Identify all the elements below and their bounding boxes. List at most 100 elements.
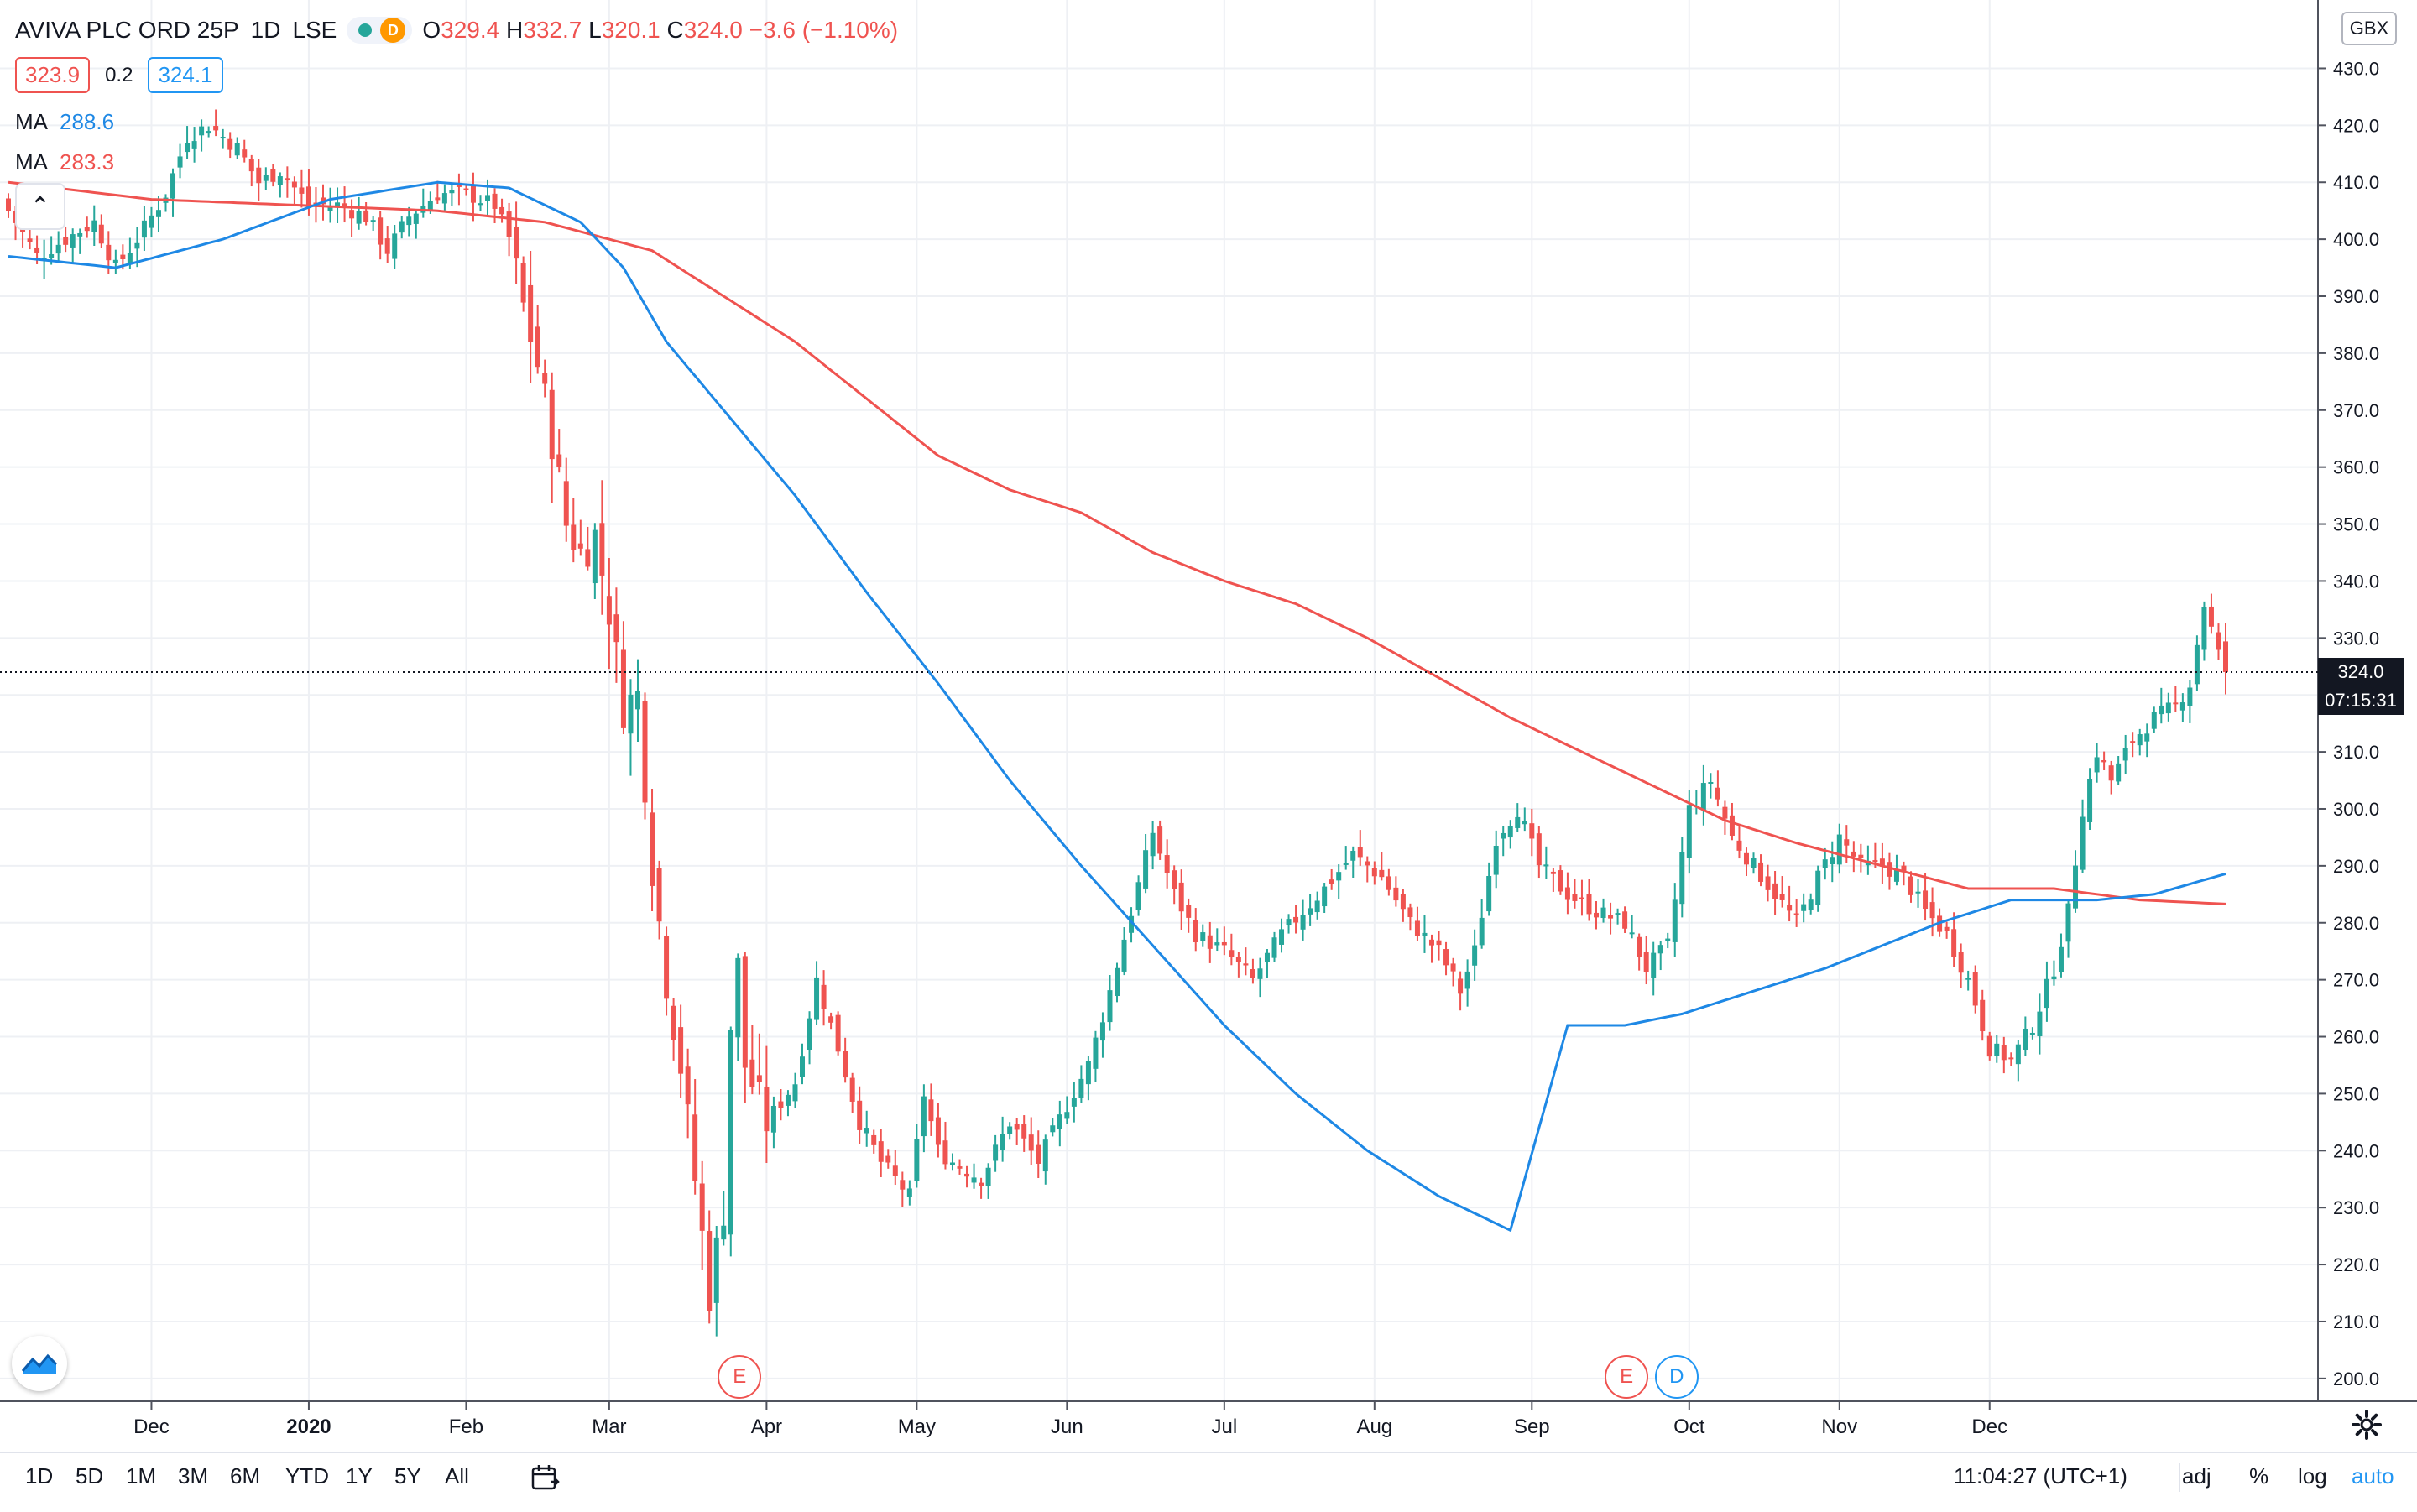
candle-body[interactable] (234, 143, 240, 156)
candle-body[interactable] (1743, 852, 1749, 865)
candle-body[interactable] (2144, 733, 2150, 742)
candle-body[interactable] (1229, 950, 1235, 957)
interval-label[interactable]: 1D (250, 17, 281, 43)
adjust-toggle[interactable]: adj (2182, 1463, 2211, 1489)
candle-body[interactable] (1428, 939, 1434, 946)
candle-body[interactable] (520, 263, 526, 303)
candle-body[interactable] (821, 984, 827, 1009)
candle-body[interactable] (1994, 1043, 2000, 1056)
candle-body[interactable] (2116, 763, 2122, 782)
candle-body[interactable] (1657, 945, 1663, 954)
tradingview-logo-icon[interactable] (12, 1336, 67, 1391)
candle-body[interactable] (305, 186, 311, 206)
candle-body[interactable] (427, 201, 433, 211)
candle-body[interactable] (1793, 913, 1799, 915)
candle-body[interactable] (1958, 952, 1964, 973)
candle-body[interactable] (1594, 912, 1600, 918)
candle-body[interactable] (1257, 968, 1263, 979)
candle-body[interactable] (1042, 1139, 1048, 1172)
candle-body[interactable] (2073, 865, 2079, 909)
candle-body[interactable] (227, 138, 233, 150)
candle-body[interactable] (778, 1101, 784, 1108)
candle-body[interactable] (742, 956, 748, 1068)
candle-body[interactable] (1343, 863, 1349, 865)
candle-body[interactable] (1536, 833, 1542, 866)
candle-body[interactable] (1879, 858, 1885, 867)
candle-body[interactable] (1729, 815, 1735, 836)
candle-body[interactable] (435, 197, 441, 201)
candle-body[interactable] (1564, 887, 1570, 900)
ma-legend-fast[interactable]: MA 288.6 (15, 109, 114, 135)
candle-body[interactable] (914, 1139, 920, 1181)
candle-body[interactable] (699, 1183, 705, 1231)
symbol-name[interactable]: AVIVA PLC ORD 25P (15, 17, 239, 43)
candle-body[interactable] (2080, 816, 2086, 870)
candle-body[interactable] (1758, 862, 1764, 882)
candle-body[interactable] (2194, 644, 2200, 685)
candle-body[interactable] (871, 1134, 877, 1145)
candle-body[interactable] (1479, 917, 1485, 946)
candle-body[interactable] (1021, 1124, 1027, 1139)
candle-body[interactable] (549, 389, 555, 460)
candle-body[interactable] (1193, 920, 1198, 943)
ma-legend-slow[interactable]: MA 283.3 (15, 149, 114, 175)
candle-body[interactable] (971, 1177, 977, 1183)
candle-body[interactable] (63, 237, 69, 245)
candle-body[interactable] (2223, 641, 2228, 673)
candle-body[interactable] (384, 238, 390, 254)
candle-body[interactable] (2001, 1045, 2007, 1061)
candle-body[interactable] (2179, 702, 2185, 711)
clock-display[interactable]: 11:04:27 (UTC+1) (1954, 1463, 2127, 1489)
candle-body[interactable] (1186, 905, 1192, 918)
candle-body[interactable] (499, 206, 505, 215)
candle-body[interactable] (506, 211, 512, 237)
candle-body[interactable] (291, 181, 297, 188)
candle-body[interactable] (921, 1096, 927, 1137)
candle-body[interactable] (2173, 702, 2179, 705)
timeframe-button-5d[interactable]: 5D (76, 1463, 104, 1489)
candle-body[interactable] (906, 1188, 912, 1197)
candle-body[interactable] (406, 216, 412, 226)
timeframe-button-5y[interactable]: 5Y (394, 1463, 421, 1489)
candle-body[interactable] (220, 137, 226, 139)
candle-body[interactable] (206, 131, 211, 134)
candle-body[interactable] (1844, 839, 1850, 846)
candle-body[interactable] (1014, 1124, 1020, 1130)
candle-body[interactable] (864, 1128, 869, 1134)
candle-body[interactable] (127, 253, 133, 263)
candle-body[interactable] (1836, 834, 1842, 865)
calendar-range-icon[interactable] (530, 1463, 561, 1492)
candle-body[interactable] (1472, 945, 1478, 966)
candle-body[interactable] (1150, 832, 1156, 857)
candle-body[interactable] (671, 1005, 676, 1040)
candle-body[interactable] (1779, 894, 1785, 900)
timeframe-button-1d[interactable]: 1D (25, 1463, 54, 1489)
candle-body[interactable] (1129, 915, 1135, 933)
candle-body[interactable] (1172, 870, 1177, 889)
candle-body[interactable] (1586, 894, 1592, 915)
candle-body[interactable] (735, 957, 741, 1038)
candle-body[interactable] (185, 143, 191, 153)
candle-body[interactable] (1071, 1098, 1077, 1107)
candle-body[interactable] (878, 1141, 884, 1162)
candle-body[interactable] (664, 936, 670, 999)
candle-body[interactable] (270, 169, 276, 182)
candle-body[interactable] (792, 1084, 798, 1102)
candle-body[interactable] (1686, 805, 1692, 858)
candle-body[interactable] (2187, 687, 2193, 706)
candle-body[interactable] (1558, 870, 1563, 892)
candle-body[interactable] (1099, 1022, 1105, 1041)
candle-body[interactable] (1121, 939, 1127, 972)
candle-body[interactable] (478, 203, 483, 206)
candle-body[interactable] (2015, 1044, 2021, 1065)
candle-body[interactable] (1615, 913, 1621, 915)
candle-body[interactable] (1858, 854, 1864, 858)
candle-body[interactable] (1214, 942, 1220, 946)
candle-body[interactable] (721, 1225, 727, 1240)
candle-body[interactable] (535, 326, 540, 368)
candle-body[interactable] (1965, 978, 1971, 980)
candle-body[interactable] (1550, 871, 1556, 874)
candle-body[interactable] (2023, 1028, 2028, 1051)
candle-body[interactable] (1608, 915, 1614, 919)
